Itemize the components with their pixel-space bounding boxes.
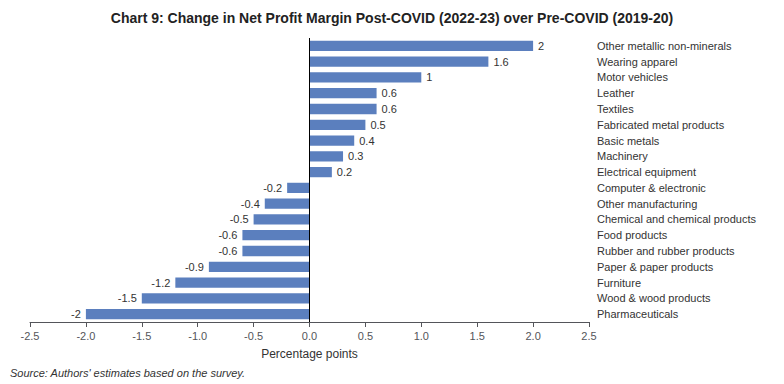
svg-text:-0.4: -0.4 <box>241 198 260 210</box>
svg-text:-2: -2 <box>71 308 81 320</box>
svg-text:0.2: 0.2 <box>337 166 352 178</box>
svg-text:0.4: 0.4 <box>359 135 374 147</box>
svg-text:Food products: Food products <box>597 229 668 241</box>
svg-text:Wearing apparel: Wearing apparel <box>597 56 678 68</box>
svg-text:2.5: 2.5 <box>581 330 596 342</box>
svg-text:Percentage points: Percentage points <box>261 347 358 361</box>
svg-text:Chart 9: Change in Net Profit: Chart 9: Change in Net Profit Margin Pos… <box>111 10 673 26</box>
svg-text:Motor vehicles: Motor vehicles <box>597 71 668 83</box>
svg-text:-2.5: -2.5 <box>21 330 40 342</box>
svg-text:Textiles: Textiles <box>597 103 634 115</box>
svg-text:Furniture: Furniture <box>597 277 641 289</box>
svg-text:Fabricated metal products: Fabricated metal products <box>597 119 725 131</box>
svg-text:Electrical equipment: Electrical equipment <box>597 166 696 178</box>
svg-text:0.5: 0.5 <box>370 119 385 131</box>
svg-text:1: 1 <box>426 71 432 83</box>
svg-text:Chemical and chemical products: Chemical and chemical products <box>597 213 756 225</box>
svg-text:Wood & wood products: Wood & wood products <box>597 292 711 304</box>
svg-text:-1.2: -1.2 <box>151 277 170 289</box>
svg-text:1.0: 1.0 <box>414 330 429 342</box>
svg-text:-0.6: -0.6 <box>218 245 237 257</box>
svg-text:-0.9: -0.9 <box>185 261 204 273</box>
svg-text:0.3: 0.3 <box>348 150 363 162</box>
svg-text:0.0: 0.0 <box>302 330 317 342</box>
svg-text:-2.0: -2.0 <box>76 330 95 342</box>
svg-text:Other manufacturing: Other manufacturing <box>597 198 697 210</box>
svg-text:-1.5: -1.5 <box>132 330 151 342</box>
svg-text:Leather: Leather <box>597 87 635 99</box>
svg-text:-0.5: -0.5 <box>244 330 263 342</box>
svg-text:0.5: 0.5 <box>358 330 373 342</box>
svg-text:-1.5: -1.5 <box>118 292 137 304</box>
svg-text:Basic metals: Basic metals <box>597 135 660 147</box>
svg-text:Paper & paper products: Paper & paper products <box>597 261 714 273</box>
svg-text:1.6: 1.6 <box>493 56 508 68</box>
svg-text:Machinery: Machinery <box>597 150 648 162</box>
svg-text:1.5: 1.5 <box>470 330 485 342</box>
svg-text:2: 2 <box>538 40 544 52</box>
svg-text:-0.5: -0.5 <box>230 213 249 225</box>
svg-text:-0.2: -0.2 <box>263 182 282 194</box>
svg-text:-1.0: -1.0 <box>188 330 207 342</box>
svg-text:0.6: 0.6 <box>382 103 397 115</box>
svg-text:Pharmaceuticals: Pharmaceuticals <box>597 308 679 320</box>
svg-text:-0.6: -0.6 <box>218 229 237 241</box>
svg-text:Source: Authors' estimates bas: Source: Authors' estimates based on the … <box>10 367 245 379</box>
svg-text:0.6: 0.6 <box>382 87 397 99</box>
svg-text:Other metallic non-minerals: Other metallic non-minerals <box>597 40 732 52</box>
svg-text:Rubber and rubber products: Rubber and rubber products <box>597 245 735 257</box>
svg-text:2.0: 2.0 <box>525 330 540 342</box>
svg-text:Computer & electronic: Computer & electronic <box>597 182 706 194</box>
